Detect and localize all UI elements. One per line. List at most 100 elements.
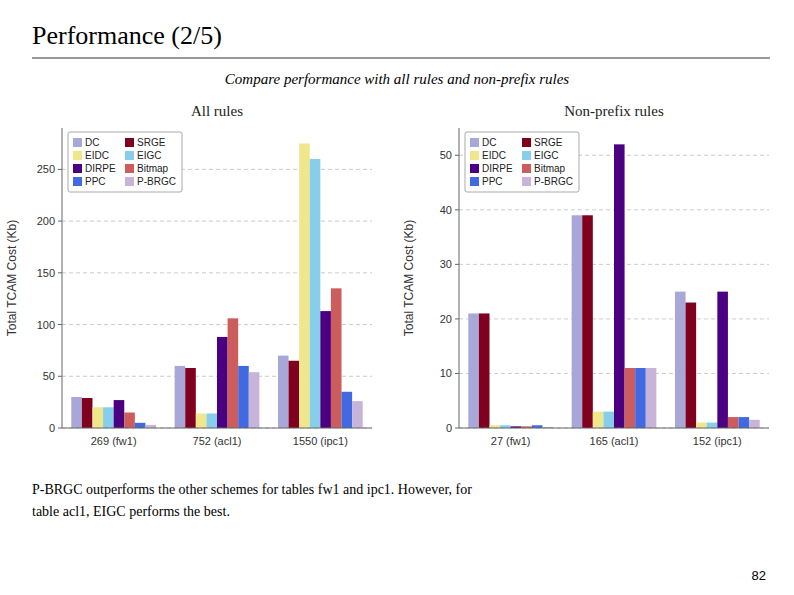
bar (206, 414, 217, 428)
legend-label: DC (85, 137, 99, 148)
bar (468, 313, 479, 428)
bar (238, 366, 249, 428)
x-tick-label: 152 (ipc1) (693, 435, 742, 447)
chart-page: Performance (2/5)Compare performance wit… (0, 0, 794, 595)
bar (479, 313, 490, 428)
y-axis-label: Total TCAM Cost (Kb) (5, 220, 19, 336)
bar (82, 398, 93, 428)
legend-swatch (522, 138, 531, 147)
legend-swatch (470, 138, 479, 147)
bar (103, 407, 114, 428)
bar (635, 368, 646, 428)
bar (135, 423, 146, 428)
bar (71, 397, 82, 428)
y-tick (455, 209, 459, 210)
y-tick-label: 0 (49, 422, 55, 434)
bar (320, 311, 331, 428)
bar (625, 368, 636, 428)
y-tick-label: 30 (440, 258, 452, 270)
page-subtitle: Compare performance with all rules and n… (225, 71, 569, 87)
bar (185, 368, 196, 428)
legend-label: Bitmap (534, 163, 566, 174)
bar (603, 412, 614, 428)
x-axis-line (459, 428, 769, 429)
bar (352, 401, 363, 428)
bar (249, 372, 260, 428)
grid-line (62, 272, 372, 273)
y-tick-label: 100 (37, 319, 55, 331)
legend-swatch (522, 151, 531, 160)
grid-line (62, 428, 372, 429)
legend-label: Bitmap (137, 163, 169, 174)
bar (299, 144, 310, 428)
legend-label: DIRPE (482, 163, 513, 174)
annotation: table acl1, EIGC performs the best. (32, 504, 230, 519)
bar (614, 144, 625, 428)
y-tick (58, 324, 62, 325)
legend-label: DC (482, 137, 496, 148)
legend-swatch (125, 177, 134, 186)
legend-label: EIDC (482, 150, 506, 161)
bar (289, 361, 300, 428)
x-axis-line (62, 428, 372, 429)
bar (582, 215, 593, 428)
chart-title: Non-prefix rules (564, 103, 664, 119)
x-tick-label: 269 (fw1) (91, 435, 137, 447)
legend-swatch (125, 164, 134, 173)
legend-swatch (73, 138, 82, 147)
legend-label: DIRPE (85, 163, 116, 174)
legend: DCSRGEEIDCEIGCDIRPEBitmapPPCP-BRGC (465, 132, 579, 192)
y-tick (455, 428, 459, 429)
legend-swatch (125, 138, 134, 147)
bar (739, 417, 750, 428)
bar (196, 414, 207, 428)
legend-swatch (470, 151, 479, 160)
y-tick (58, 272, 62, 273)
y-tick-label: 200 (37, 215, 55, 227)
x-tick-label: 752 (acl1) (193, 435, 242, 447)
legend-label: PPC (85, 176, 106, 187)
legend-label: SRGE (534, 137, 563, 148)
bar (124, 412, 135, 428)
y-axis-line (459, 128, 460, 428)
y-tick-label: 40 (440, 204, 452, 216)
y-tick (455, 155, 459, 156)
bar (696, 423, 707, 428)
y-tick-label: 10 (440, 367, 452, 379)
bar (114, 400, 125, 428)
legend-swatch (470, 177, 479, 186)
bar (728, 417, 739, 428)
y-axis-label: Total TCAM Cost (Kb) (402, 220, 416, 336)
page: {"title": "Performance (2/5)", "subtitle… (0, 0, 794, 595)
annotation: P-BRGC outperforms the other schemes for… (32, 482, 472, 497)
bar (749, 420, 760, 428)
grid-line (62, 221, 372, 222)
legend-label: EIDC (85, 150, 109, 161)
y-tick-label: 0 (446, 422, 452, 434)
chart-title: All rules (191, 103, 243, 119)
bar (228, 318, 239, 428)
page-number: 82 (752, 568, 766, 583)
grid-line (459, 428, 769, 429)
bar-chart: Non-prefix rules01020304050Total TCAM Co… (402, 103, 769, 447)
bar (175, 366, 186, 428)
bar (217, 337, 228, 428)
legend-swatch (470, 164, 479, 173)
legend-label: P-BRGC (137, 176, 176, 187)
x-tick-label: 27 (fw1) (491, 435, 531, 447)
y-tick-label: 250 (37, 163, 55, 175)
bar (707, 423, 718, 428)
legend: DCSRGEEIDCEIGCDIRPEBitmapPPCP-BRGC (68, 132, 182, 192)
legend-label: EIGC (137, 150, 161, 161)
bar (342, 392, 353, 428)
legend-swatch (522, 164, 531, 173)
legend-swatch (73, 151, 82, 160)
legend-swatch (522, 177, 531, 186)
y-axis-line (62, 128, 63, 428)
y-tick (58, 376, 62, 377)
bar (278, 356, 289, 428)
legend-swatch (73, 177, 82, 186)
bar-chart: All rules050100150200250Total TCAM Cost … (5, 103, 372, 447)
y-tick (455, 373, 459, 374)
legend-box (465, 132, 579, 192)
